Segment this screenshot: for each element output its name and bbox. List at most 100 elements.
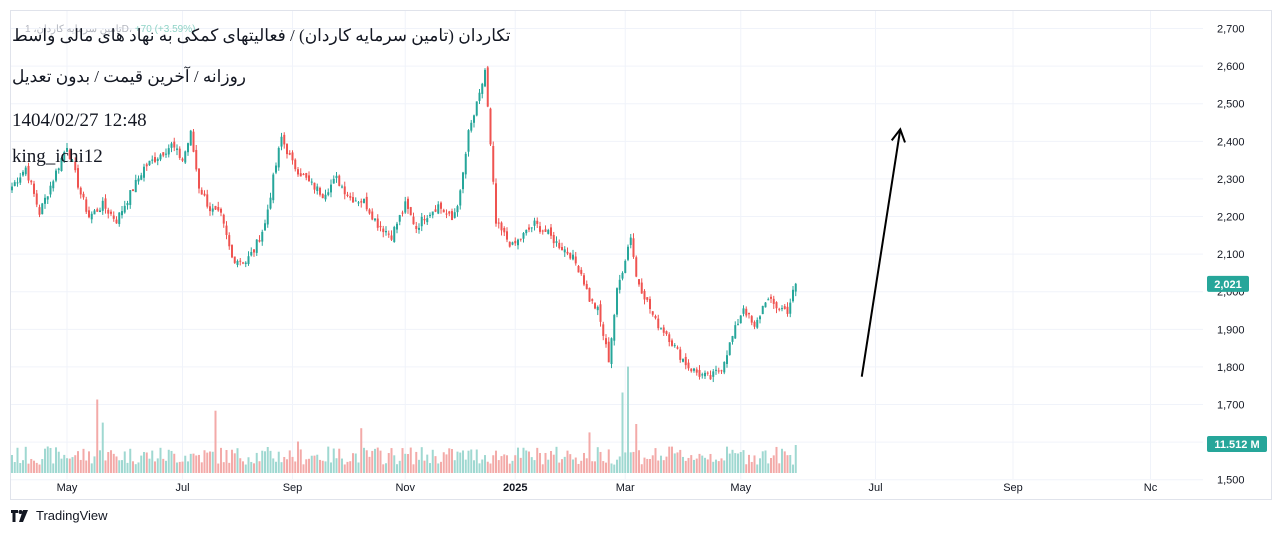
candle xyxy=(464,151,467,179)
candle-body xyxy=(90,213,93,220)
candle xyxy=(341,184,343,189)
candle xyxy=(591,298,594,304)
volume-bar xyxy=(121,460,123,473)
candle-body xyxy=(137,178,140,182)
volume-bar xyxy=(132,461,134,473)
volume-bar xyxy=(423,460,426,473)
candle-body xyxy=(613,315,616,341)
volume-bar xyxy=(643,457,646,473)
candle-body xyxy=(671,340,673,346)
candle-body xyxy=(596,306,599,311)
candle xyxy=(415,221,418,234)
volume-bar xyxy=(434,456,437,473)
candle-body xyxy=(22,171,24,176)
volume-bar xyxy=(88,451,90,473)
candle-body xyxy=(415,225,418,230)
candle-body xyxy=(657,318,660,329)
last-price-label: 2,021 xyxy=(1214,279,1242,291)
candle xyxy=(220,207,222,217)
candle xyxy=(550,223,552,240)
candle xyxy=(231,244,233,259)
candle xyxy=(319,186,321,197)
candle xyxy=(371,208,374,221)
candle xyxy=(654,314,657,320)
candle xyxy=(618,274,621,294)
volume-bar xyxy=(368,456,371,473)
candle xyxy=(429,212,431,219)
candle xyxy=(706,371,709,376)
volume-bar xyxy=(679,449,682,473)
chart-author: king_ichi12 xyxy=(12,146,103,167)
candle-body xyxy=(517,239,519,246)
candle xyxy=(313,182,316,194)
volume-bar xyxy=(632,451,635,473)
candle-body xyxy=(728,342,731,355)
candle xyxy=(506,227,508,243)
candle xyxy=(236,259,239,268)
candle xyxy=(154,152,156,164)
volume-bar xyxy=(156,458,159,473)
candle xyxy=(170,141,173,153)
candle xyxy=(77,164,79,190)
candle xyxy=(88,206,90,219)
volume-bar xyxy=(360,428,363,473)
candle xyxy=(676,345,679,350)
volume-bar xyxy=(41,459,44,473)
candle xyxy=(695,367,698,376)
candle-body xyxy=(71,160,74,162)
candle xyxy=(104,194,107,214)
volume-bar xyxy=(486,461,489,473)
candle xyxy=(302,172,305,176)
volume-bar xyxy=(462,450,464,473)
volume-bar xyxy=(409,447,412,473)
chart-frame[interactable]: 1,5001,6001,7001,8001,9002,0002,1002,200… xyxy=(10,10,1272,500)
volume-bar xyxy=(198,454,200,473)
candle-body xyxy=(330,184,332,193)
candle-body xyxy=(302,173,305,175)
volume-bar xyxy=(651,455,654,473)
candle-body xyxy=(750,316,753,323)
candle-body xyxy=(57,168,60,171)
candle xyxy=(162,152,165,158)
candle-body xyxy=(756,319,759,328)
volume-bar xyxy=(539,453,541,473)
candle-body xyxy=(360,201,363,203)
candle xyxy=(121,205,123,219)
candle xyxy=(525,229,528,236)
candle-body xyxy=(327,192,330,195)
candle xyxy=(233,256,236,264)
candle xyxy=(770,294,772,304)
volume-bar xyxy=(497,460,500,473)
candle-body xyxy=(525,229,528,234)
candle-body xyxy=(198,168,200,189)
tradingview-brand[interactable]: TradingView xyxy=(10,508,108,523)
candle xyxy=(585,280,588,290)
volume-bar xyxy=(140,455,143,473)
volume-bar xyxy=(682,456,684,473)
candle xyxy=(541,229,544,235)
candle xyxy=(792,285,794,303)
price-chart[interactable]: 1,5001,6001,7001,8001,9002,0002,1002,200… xyxy=(11,11,1273,501)
candle xyxy=(85,196,88,215)
candle-body xyxy=(704,372,706,377)
candle-body xyxy=(602,324,605,336)
candle xyxy=(35,189,38,208)
candle xyxy=(66,143,68,153)
volume-bar xyxy=(506,455,508,473)
volume-bar xyxy=(200,462,203,473)
trend-arrow-head xyxy=(890,127,906,143)
volume-bar xyxy=(324,461,327,473)
candle-body xyxy=(354,200,357,202)
volume-bar xyxy=(321,460,324,473)
candle-body xyxy=(484,69,486,87)
candle-body xyxy=(497,222,500,224)
candle-body xyxy=(294,159,297,170)
candle-body xyxy=(24,167,27,175)
candle-body xyxy=(376,218,379,228)
candle-body xyxy=(503,227,506,233)
volume-bar xyxy=(330,462,332,473)
candle xyxy=(478,88,481,104)
volume-bar xyxy=(605,462,607,473)
candle xyxy=(195,144,198,172)
candle-body xyxy=(682,359,684,362)
